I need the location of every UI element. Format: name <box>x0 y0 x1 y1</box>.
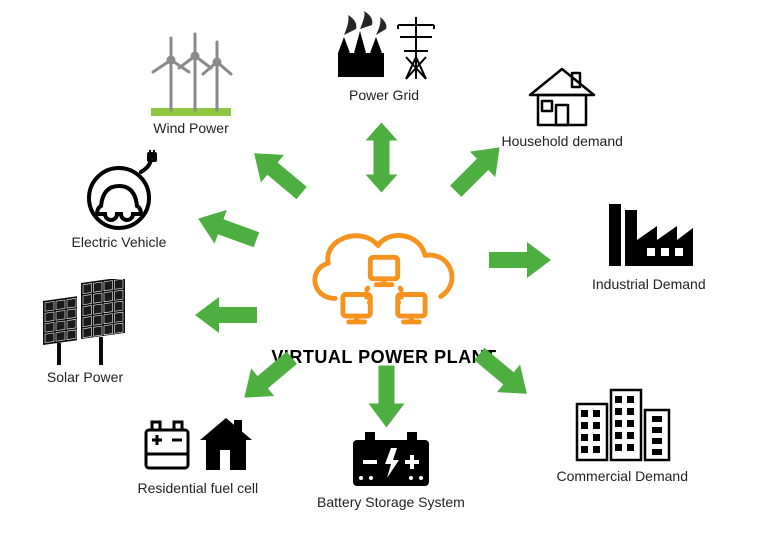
factory-icon <box>592 196 706 274</box>
node-label-residential: Residential fuel cell <box>138 480 259 496</box>
powergrid-icon <box>324 7 444 85</box>
node-powergrid: Power Grid <box>324 7 444 103</box>
node-ev: Electric Vehicle <box>72 150 167 250</box>
arrow-to-commercial <box>457 333 542 416</box>
vpp-diagram: VIRTUAL POWER PLANT Power Grid <box>0 0 768 549</box>
node-label-powergrid: Power Grid <box>324 87 444 103</box>
arrow-to-battery <box>360 360 409 430</box>
node-label-ev: Electric Vehicle <box>72 234 167 250</box>
buildings-icon <box>557 380 688 466</box>
node-label-solar: Solar Power <box>37 369 133 385</box>
solar-icon <box>37 279 133 367</box>
node-label-commercial: Commercial Demand <box>557 468 688 484</box>
node-commercial: Commercial Demand <box>557 380 688 484</box>
arrow-to-powergrid <box>360 123 409 193</box>
node-residential: Residential fuel cell <box>138 400 259 496</box>
node-household: Household demand <box>502 61 623 149</box>
ev-icon <box>72 150 167 232</box>
arrow-to-ev <box>189 193 272 263</box>
house-icon <box>502 61 623 131</box>
node-solar: Solar Power <box>37 279 133 385</box>
node-label-battery: Battery Storage System <box>317 494 465 510</box>
wind-icon <box>143 28 239 118</box>
node-label-industrial: Industrial Demand <box>592 276 706 292</box>
node-label-household: Household demand <box>502 133 623 149</box>
node-industrial: Industrial Demand <box>592 196 706 292</box>
fuelcell-icon <box>138 400 259 478</box>
arrow-to-wind <box>238 131 323 214</box>
center-cloud-icon <box>294 207 474 337</box>
battery-icon <box>317 422 465 492</box>
node-wind: Wind Power <box>143 28 239 136</box>
arrow-to-industrial <box>483 238 553 287</box>
node-label-wind: Wind Power <box>143 120 239 136</box>
node-battery: Battery Storage System <box>317 422 465 510</box>
arrow-to-solar <box>193 288 263 337</box>
